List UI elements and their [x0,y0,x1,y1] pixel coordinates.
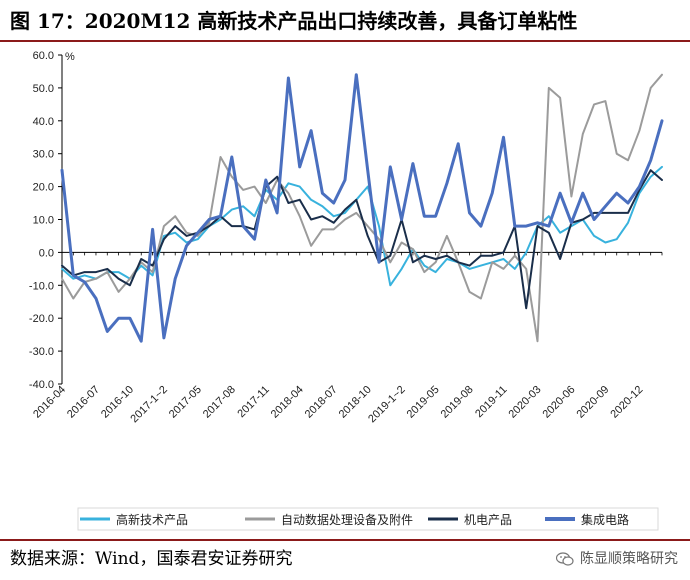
title-divider [0,40,690,42]
legend-label: 集成电路 [581,512,629,527]
x-tick-label: 2019-1~2 [366,384,408,426]
watermark: 陈显顺策略研究 [556,543,678,575]
x-tick-label: 2019-08 [439,384,476,421]
y-tick-label: -20.0 [29,313,54,325]
footer-divider [0,539,690,541]
chart-title: 图 17：2020M12 高新技术产品出口持续改善，具备订单粘性 [10,9,578,33]
y-tick-label: 60.0 [33,50,54,62]
y-tick-label: 40.0 [33,116,54,128]
y-tick-label: -40.0 [29,379,54,391]
x-tick-label: 2020-03 [507,384,544,421]
y-tick-label: 0.0 [39,247,54,259]
x-tick-label: 2020-12 [608,384,645,421]
y-tick-label: 30.0 [33,149,54,161]
legend-box [77,507,659,531]
y-tick-label: 20.0 [33,182,54,194]
line-chart: 60.0 50.0 40.0 30.0 20.0 10.0 0.0 -10.0 -20.0 -30… [29,50,664,531]
y-tick-label: -30.0 [29,346,54,358]
x-tick-label: 2016-07 [65,384,102,421]
x-tick-label: 2019-05 [405,384,442,421]
y-unit-label: % [65,51,75,63]
series-line-3 [61,169,663,310]
chart-legend: 高新技术产品 自动数据处理设备及附件 机电产品 集成电路 [77,507,659,531]
x-tick-label: 2019-11 [473,384,509,420]
wechat-icon [556,552,574,566]
x-tick-label: 2018-04 [269,384,306,421]
legend-label: 自动数据处理设备及附件 [281,512,413,527]
watermark-text: 陈显顺策略研究 [580,551,678,567]
x-tick-label: 2020-06 [541,384,578,421]
chart-series [60,73,664,343]
x-tick-label: 2018-07 [303,384,340,421]
legend-label: 高新技术产品 [116,512,188,527]
source-note: 数据来源：Wind，国泰君安证券研究 [10,549,293,569]
y-tick-label: -10.0 [29,280,54,292]
series-line-1 [61,165,663,287]
legend-label: 机电产品 [464,513,512,527]
x-tick-label: 2017-11 [235,384,271,420]
x-tick-label: 2017-1~2 [128,384,170,426]
y-tick-label: 10.0 [33,215,54,227]
x-tick-label: 2017-08 [201,384,238,421]
series-line-4 [60,73,664,343]
x-tick-label: 2020-09 [574,384,611,421]
y-tick-label: 50.0 [33,83,54,95]
x-tick-label: 2017-05 [167,384,204,421]
